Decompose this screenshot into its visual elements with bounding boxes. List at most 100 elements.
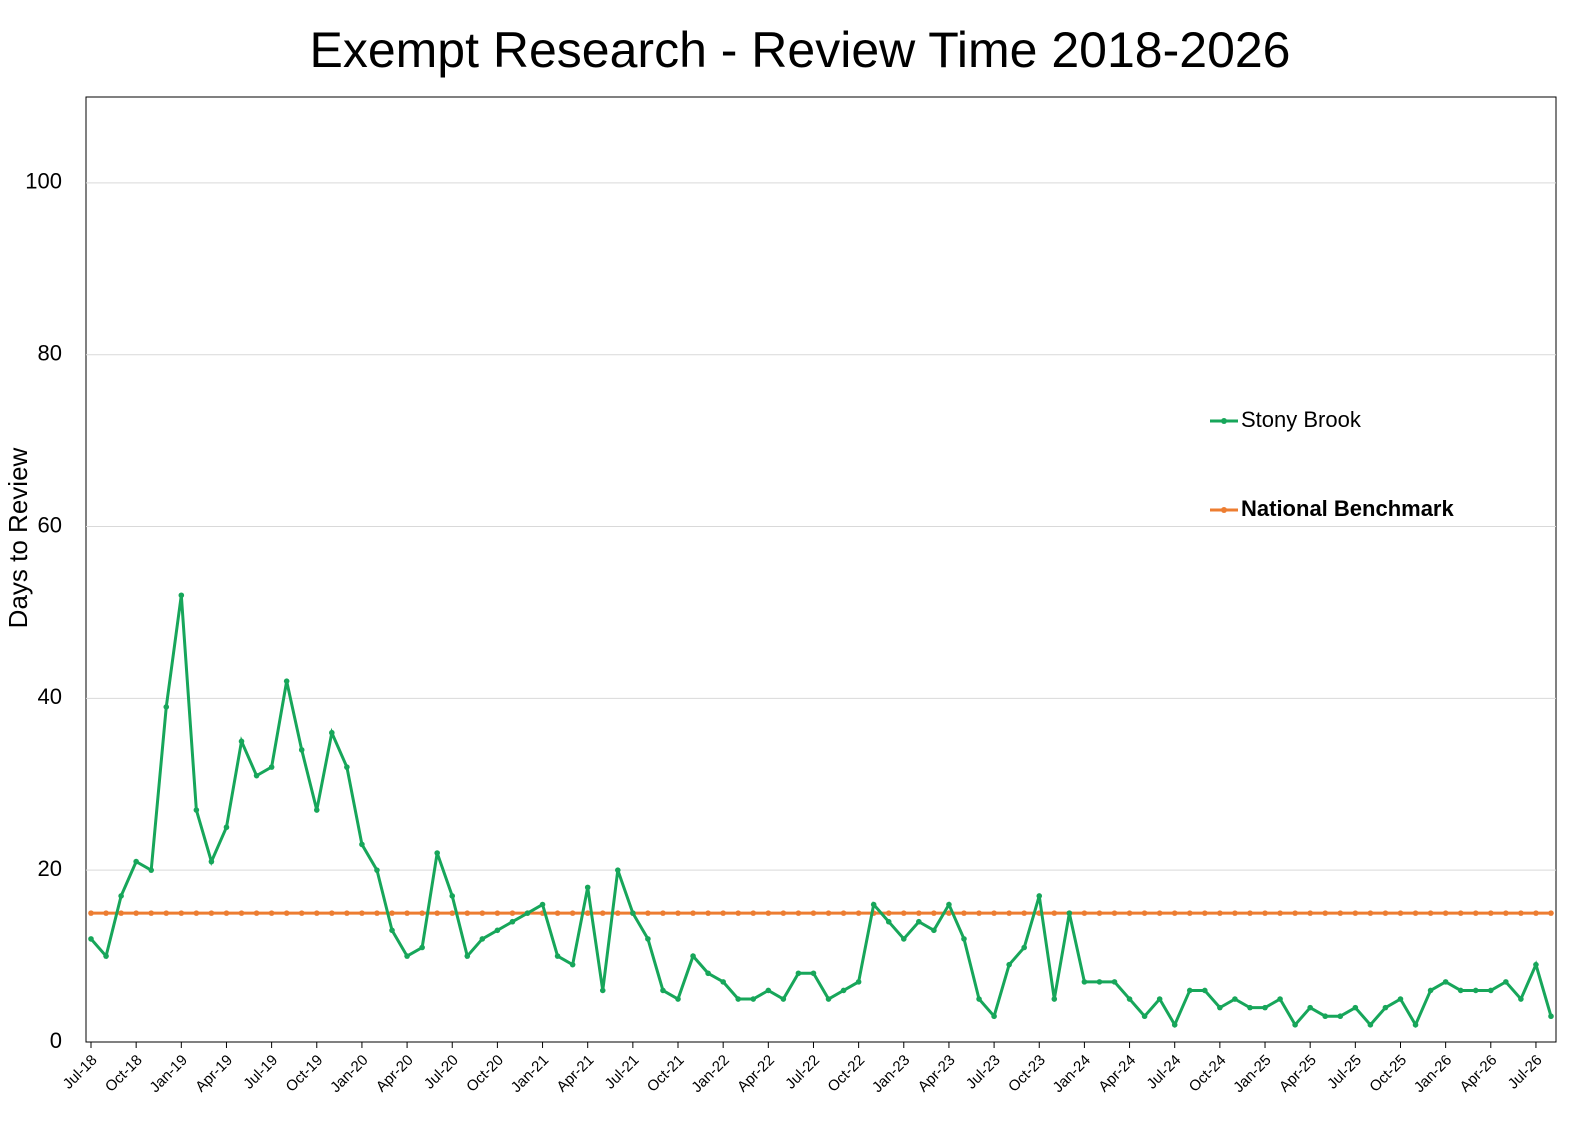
series-marker <box>1352 1004 1359 1011</box>
series-marker <box>1292 1022 1298 1028</box>
series-marker <box>720 979 726 985</box>
series-marker <box>419 944 425 951</box>
series-marker <box>1171 910 1178 916</box>
series-marker <box>163 910 170 916</box>
series-marker <box>344 910 350 916</box>
series-marker <box>735 910 742 916</box>
series-marker <box>494 927 501 934</box>
series-marker <box>1186 987 1193 994</box>
x-tick-label: Jan-19 <box>146 1052 190 1096</box>
series-marker <box>88 910 94 916</box>
series-marker <box>298 910 305 916</box>
series-marker <box>479 910 486 916</box>
series-marker <box>1202 910 1208 916</box>
series-marker <box>1322 1013 1329 1020</box>
x-tick-label: Apr-22 <box>734 1052 778 1096</box>
x-tick-label: Apr-19 <box>192 1052 236 1096</box>
series-marker <box>705 910 711 916</box>
x-tick-label: Jul-24 <box>1143 1052 1184 1093</box>
series-marker <box>660 987 666 994</box>
series-marker <box>509 910 516 916</box>
series-marker <box>223 910 230 916</box>
series-marker <box>720 910 726 916</box>
x-tick-label: Jul-26 <box>1505 1052 1546 1093</box>
series-marker <box>419 910 425 916</box>
series-marker <box>313 910 320 916</box>
series-marker <box>976 996 982 1002</box>
x-tick-label: Oct-21 <box>644 1052 688 1096</box>
series-marker <box>855 979 862 985</box>
legend-marker <box>1221 418 1227 424</box>
series-marker <box>329 910 335 916</box>
series-marker <box>1247 910 1253 916</box>
x-tick-label: Oct-19 <box>283 1052 327 1096</box>
series-marker <box>1096 979 1103 985</box>
series-marker <box>840 910 847 916</box>
series-marker <box>344 764 350 770</box>
series-marker <box>103 953 109 959</box>
series-marker <box>946 910 952 916</box>
series-marker <box>1427 987 1434 994</box>
y-tick-label: 40 <box>38 684 62 709</box>
series-marker <box>1472 910 1479 916</box>
x-tick-label: Apr-20 <box>373 1052 417 1096</box>
series-marker <box>1171 1022 1178 1028</box>
x-tick-label: Jul-21 <box>602 1052 643 1093</box>
series-marker <box>1382 910 1389 916</box>
series-marker <box>1202 987 1208 994</box>
series-marker <box>1518 910 1524 916</box>
series-marker <box>780 996 787 1002</box>
series-marker <box>1337 910 1344 916</box>
series-marker <box>780 910 787 916</box>
series-marker <box>991 1013 997 1020</box>
series-marker <box>810 970 817 977</box>
series-marker <box>916 910 922 916</box>
series-marker <box>178 910 185 916</box>
series-marker <box>1487 910 1494 916</box>
x-tick-label: Jul-20 <box>421 1052 462 1093</box>
series-marker <box>1307 910 1313 916</box>
series-marker <box>193 910 200 916</box>
series-marker <box>464 953 471 959</box>
legend-label: National Benchmark <box>1241 496 1454 521</box>
series-marker <box>1006 961 1012 968</box>
series-marker <box>163 704 170 710</box>
series-marker <box>976 910 982 916</box>
series-marker <box>1397 996 1404 1002</box>
x-tick-label: Jan-26 <box>1411 1052 1455 1096</box>
series-marker <box>1533 910 1539 916</box>
x-tick-label: Jan-24 <box>1050 1052 1094 1096</box>
series-marker <box>630 910 636 916</box>
series-marker <box>840 987 847 994</box>
x-tick-label: Jul-22 <box>782 1052 823 1093</box>
series-marker <box>1186 910 1193 916</box>
series-marker <box>253 772 260 779</box>
series-marker <box>1503 979 1509 985</box>
series-marker <box>599 987 606 994</box>
series-marker <box>208 910 215 916</box>
series-marker <box>885 918 892 925</box>
y-tick-label: 20 <box>38 856 62 881</box>
series-marker <box>750 996 757 1002</box>
series-marker <box>1457 987 1464 994</box>
series-marker <box>1217 910 1223 916</box>
series-marker <box>900 936 907 942</box>
series-marker <box>765 987 772 994</box>
series-marker <box>900 910 907 916</box>
series-marker <box>524 910 531 916</box>
x-tick-label: Jan-25 <box>1230 1052 1274 1096</box>
series-marker <box>1126 996 1133 1002</box>
y-axis-label: Days to Review <box>3 447 33 628</box>
series-marker <box>464 910 471 916</box>
series-marker <box>1533 961 1539 968</box>
series-marker <box>1141 1013 1148 1020</box>
series-marker <box>283 678 290 684</box>
series-marker <box>1472 987 1479 994</box>
series-marker <box>991 910 997 916</box>
series-marker <box>1126 910 1133 916</box>
x-tick-label: Oct-18 <box>102 1052 146 1096</box>
series-marker <box>554 910 561 916</box>
series-marker <box>660 910 666 916</box>
series-marker <box>133 858 139 865</box>
